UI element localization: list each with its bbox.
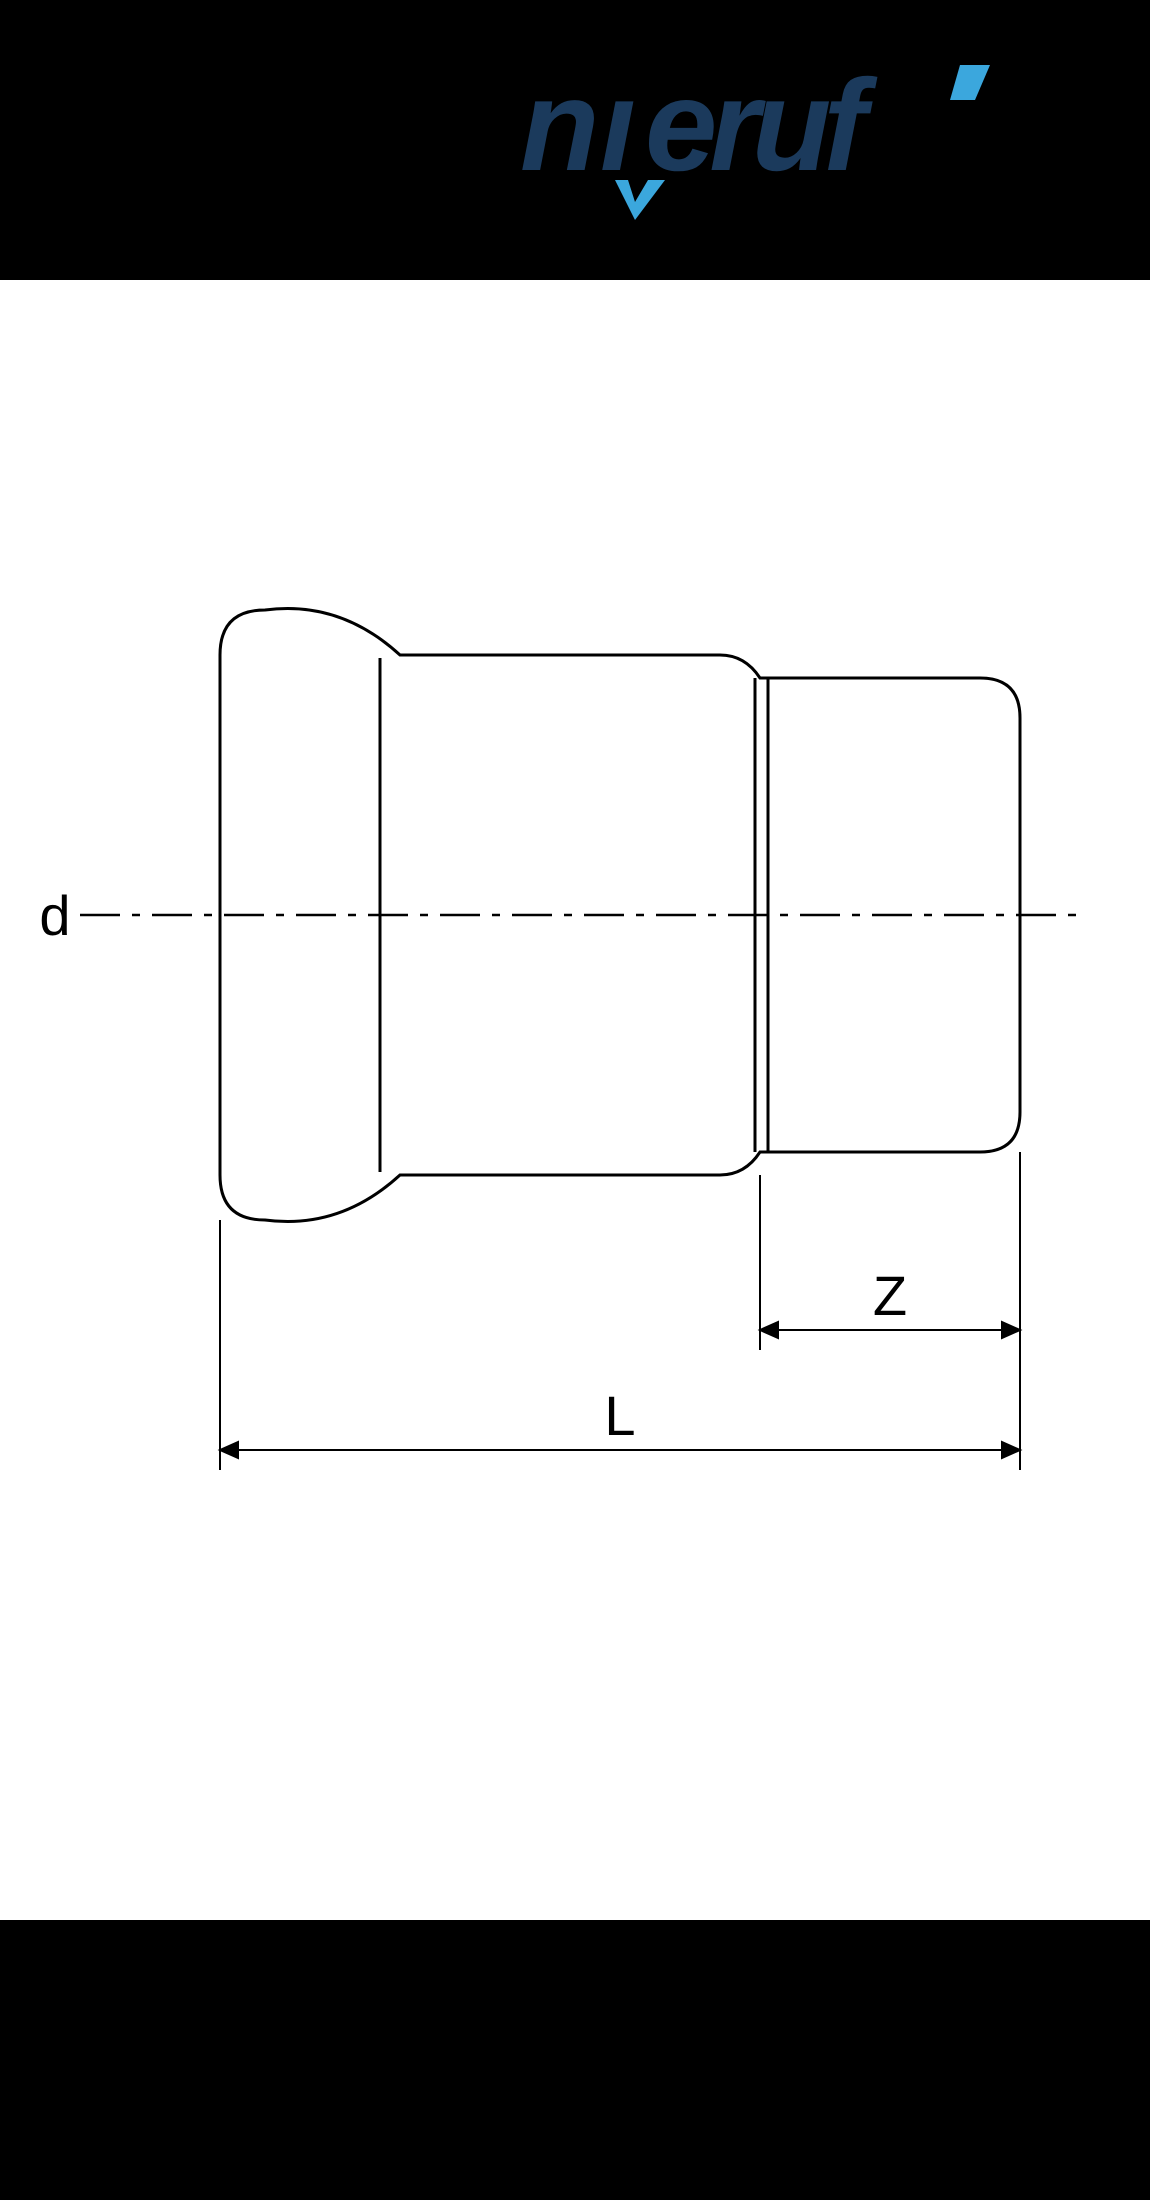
label-z: Z [873,1264,907,1327]
drawing-svg: d Z L [0,280,1150,1920]
logo-f-accent [950,65,990,100]
logo-v-accent [615,180,665,220]
brand-logo: n ı eruf [520,50,1080,230]
logo-text-i: ı [600,52,634,198]
logo-text: n [520,52,594,198]
header-bar: n ı eruf [0,0,1150,280]
footer-bar [0,1920,1150,2200]
logo-svg: n ı eruf [520,50,1080,230]
label-l: L [604,1384,635,1447]
label-d: d [39,884,70,947]
technical-drawing: d Z L [0,280,1150,1920]
logo-text-e: eruf [645,52,878,198]
